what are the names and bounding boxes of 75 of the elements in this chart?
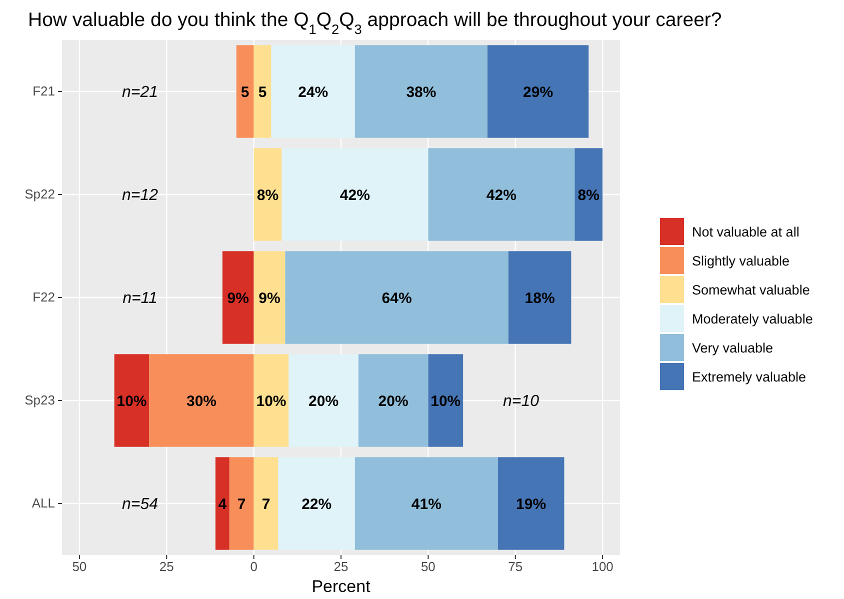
data-label: 42% bbox=[340, 186, 370, 204]
legend-label: Slightly valuable bbox=[692, 254, 790, 269]
legend-label: Extremely valuable bbox=[692, 370, 806, 385]
legend-label: Not valuable at all bbox=[692, 224, 800, 240]
data-label: 19% bbox=[516, 496, 546, 513]
data-label: 10% bbox=[256, 392, 286, 410]
data-label: 24% bbox=[298, 84, 328, 101]
x-tick-label: 0 bbox=[250, 559, 258, 574]
legend-label: Very valuable bbox=[692, 340, 774, 356]
annotation: n=21 bbox=[122, 84, 158, 102]
bar bbox=[354, 45, 488, 138]
y-tick-label: ALL bbox=[32, 496, 55, 511]
bar bbox=[215, 457, 230, 550]
data-label: 10% bbox=[116, 392, 147, 410]
data-label: 5 bbox=[240, 84, 250, 101]
data-label: 38% bbox=[406, 84, 436, 101]
legend-label: Moderately valuable bbox=[692, 312, 813, 327]
bar bbox=[288, 354, 358, 447]
bar bbox=[149, 354, 254, 447]
data-label: 9% bbox=[258, 290, 280, 307]
bar bbox=[574, 148, 603, 241]
data-label: 9% bbox=[227, 290, 249, 307]
bar bbox=[428, 354, 464, 447]
data-label: 8% bbox=[256, 186, 279, 204]
bar bbox=[236, 45, 254, 138]
data-label: 5 bbox=[258, 84, 267, 101]
x-tick-label: 50 bbox=[420, 559, 436, 574]
x-tick-label: 50 bbox=[72, 559, 87, 574]
data-label: 7 bbox=[262, 496, 270, 513]
annotation: n=10 bbox=[503, 393, 540, 410]
bar bbox=[254, 457, 278, 550]
bar bbox=[428, 148, 575, 241]
bar bbox=[254, 148, 282, 241]
bar bbox=[278, 457, 355, 550]
bar bbox=[229, 457, 254, 550]
y-tick-label: Sp22 bbox=[24, 186, 55, 202]
data-label: 20% bbox=[308, 392, 339, 410]
x-tick-label: 25 bbox=[159, 559, 174, 574]
data-label: 4 bbox=[218, 496, 228, 513]
data-label: 10% bbox=[430, 392, 461, 410]
bar bbox=[254, 251, 286, 344]
bar bbox=[358, 354, 428, 447]
bar bbox=[282, 148, 428, 241]
bar bbox=[254, 354, 289, 447]
bar bbox=[222, 251, 254, 344]
bar bbox=[285, 251, 508, 344]
data-label: 42% bbox=[486, 186, 516, 204]
annotation: n=54 bbox=[122, 496, 158, 514]
chart-title: How valuable do you think the Q$_{1}$Q$_{2}$Q$_{3}$ approach will be throughout your career? bbox=[28, 9, 722, 36]
y-tick-label: F21 bbox=[32, 84, 55, 99]
bar bbox=[271, 45, 355, 138]
annotation: n=12 bbox=[122, 187, 158, 204]
bar bbox=[254, 45, 272, 138]
legend-label: Somewhat valuable bbox=[692, 282, 810, 298]
bar bbox=[508, 251, 572, 344]
data-label: 29% bbox=[523, 84, 554, 101]
y-tick-label: Sp23 bbox=[24, 392, 55, 408]
data-label: 18% bbox=[524, 290, 555, 307]
data-label: 7 bbox=[237, 496, 246, 513]
x-tick-label: 25 bbox=[334, 559, 348, 574]
data-label: 64% bbox=[382, 290, 412, 307]
data-label: 22% bbox=[302, 496, 332, 513]
bar bbox=[487, 45, 589, 138]
data-label: 8% bbox=[578, 186, 600, 204]
x-axis-title: Percent bbox=[312, 577, 371, 596]
y-tick-label: F22 bbox=[32, 290, 55, 305]
x-tick-label: 75 bbox=[508, 559, 523, 574]
annotation: n=11 bbox=[122, 290, 158, 308]
bar bbox=[498, 457, 564, 550]
bar bbox=[114, 354, 150, 447]
data-label: 30% bbox=[186, 392, 217, 410]
data-label: 20% bbox=[378, 392, 408, 410]
bar bbox=[354, 457, 498, 550]
data-label: 41% bbox=[411, 496, 442, 513]
x-tick-label: 100 bbox=[592, 559, 614, 574]
